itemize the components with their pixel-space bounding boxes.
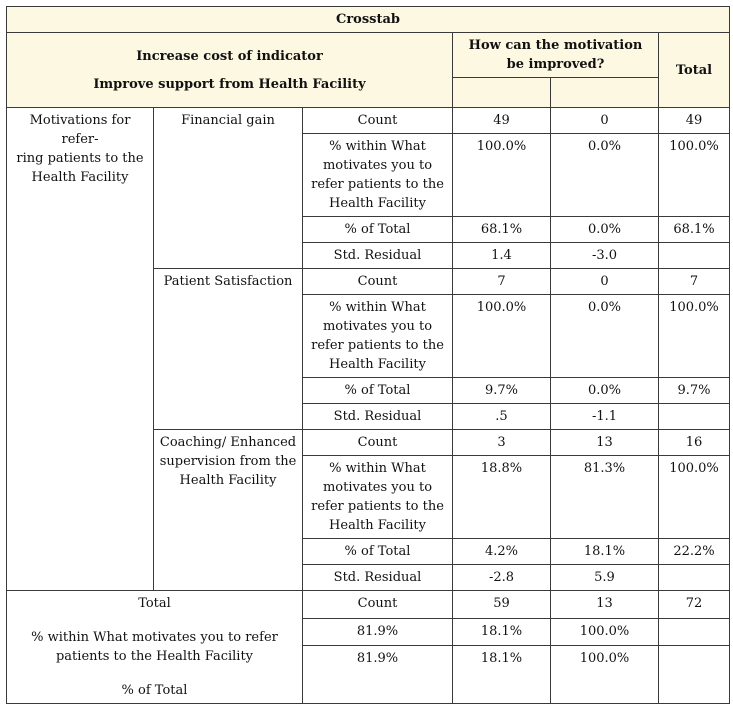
total-block-labels: Total % within What motivates you to refe… [6, 590, 303, 704]
cell-total: 100.0% [658, 294, 730, 378]
column-category-1-header [452, 77, 551, 108]
cell-category-1: 18.8% [452, 455, 551, 539]
cell-total: 68.1% [658, 216, 730, 243]
cell-total: 49 [658, 107, 730, 134]
cell-category-2: 0.0% [550, 133, 659, 217]
cell-total: 7 [658, 268, 730, 295]
table-row: % within What motivates you to refer pat… [7, 133, 730, 217]
cell-category-2: 5.9 [550, 564, 659, 591]
stat-label: Count [302, 268, 453, 295]
stat-label: % of Total [302, 377, 453, 404]
cell-category-1: 59 [452, 590, 551, 619]
cell-category-2: 0.0% [550, 294, 659, 378]
cell-category-2: 81.3% [550, 455, 659, 539]
row-group-label: Motivations for refer- ring patients to … [6, 107, 154, 591]
cell-category-2: 18.1% [550, 538, 659, 565]
stat-label: % within What motivates you to refer pat… [302, 294, 453, 378]
total-within-label: % within What motivates you to refer pat… [31, 630, 278, 664]
cell-category-1: 3 [452, 429, 551, 456]
cell-total: 9.7% [658, 377, 730, 404]
group-label: Patient Satisfaction [153, 268, 303, 430]
cell-category-1: 1.4 [452, 242, 551, 269]
total-cell-d [658, 645, 730, 704]
stat-label: Std. Residual [302, 564, 453, 591]
group-label: Financial gain [153, 107, 303, 269]
cell-total [658, 403, 730, 430]
cell-category-1: .5 [452, 403, 551, 430]
cell-category-2: 0 [550, 107, 659, 134]
cell-category-2: 13 [550, 429, 659, 456]
cell-category-2: -3.0 [550, 242, 659, 269]
cell-total [658, 564, 730, 591]
stat-label: % within What motivates you to refer pat… [302, 133, 453, 217]
total-cell-d [658, 617, 730, 647]
cell-category-2: 13 [550, 590, 659, 619]
table-title: Crosstab [6, 6, 730, 33]
cell-total [658, 242, 730, 269]
crosstab-table: Crosstab Increase cost of indicator Impr… [6, 6, 730, 704]
total-cell-c: 100.0% [550, 645, 659, 704]
cell-total: 100.0% [658, 455, 730, 539]
cell-category-1: 4.2% [452, 538, 551, 565]
stat-label: Count [302, 590, 453, 619]
total-cell-b: 18.1% [452, 617, 551, 647]
stat-label: Std. Residual [302, 242, 453, 269]
table-row: % of Total 4.2% 18.1% 22.2% [7, 538, 730, 565]
total-column-header: Total [658, 32, 730, 108]
column-category-2-header [550, 77, 659, 108]
total-cell-a: 81.9% [302, 617, 453, 647]
cell-category-2: -1.1 [550, 403, 659, 430]
cell-category-2: 0.0% [550, 377, 659, 404]
column-variable-header: How can the motivation be improved? [452, 32, 659, 78]
cell-category-1: 49 [452, 107, 551, 134]
table-row: Total % within What motivates you to refe… [6, 590, 730, 704]
row-variable-line1: Increase cost of indicator [136, 48, 323, 64]
total-of-total-label: % of Total [121, 683, 188, 698]
cell-total: 16 [658, 429, 730, 456]
stat-label: % within What motivates you to refer pat… [302, 455, 453, 539]
cell-category-1: -2.8 [452, 564, 551, 591]
table-row: 81.9% 18.1% 100.0% [7, 617, 730, 647]
table-row: Motivations for refer- ring patients to … [6, 107, 730, 591]
table-row: % of Total 9.7% 0.0% 9.7% [7, 377, 730, 404]
row-variable-header: Increase cost of indicator Improve suppo… [6, 32, 453, 108]
table-row: Std. Residual .5 -1.1 [7, 403, 730, 430]
cell-category-1: 7 [452, 268, 551, 295]
table-row: % of Total 68.1% 0.0% 68.1% [7, 216, 730, 243]
total-cell-b: 18.1% [452, 645, 551, 704]
cell-category-2: 0 [550, 268, 659, 295]
cell-category-2: 0.0% [550, 216, 659, 243]
cell-total: 100.0% [658, 133, 730, 217]
stat-label: Count [302, 107, 453, 134]
group-label: Coaching/ Enhanced supervision from the … [153, 429, 303, 591]
cell-total: 22.2% [658, 538, 730, 565]
table-row: Patient Satisfaction Count 7 0 7 [7, 268, 730, 430]
stat-label: % of Total [302, 538, 453, 565]
total-cell-c: 100.0% [550, 617, 659, 647]
row-variable-line2: Improve support from Health Facility [93, 76, 366, 92]
total-label: Total [138, 596, 171, 611]
total-cell-a: 81.9% [302, 645, 453, 704]
table-row: Std. Residual 1.4 -3.0 [7, 242, 730, 269]
cell-category-1: 100.0% [452, 133, 551, 217]
cell-category-1: 9.7% [452, 377, 551, 404]
stat-label: Count [302, 429, 453, 456]
stat-label: Std. Residual [302, 403, 453, 430]
cell-category-1: 100.0% [452, 294, 551, 378]
stat-label: % of Total [302, 216, 453, 243]
table-row: Std. Residual -2.8 5.9 [7, 564, 730, 591]
cell-total: 72 [658, 590, 730, 619]
cell-category-1: 68.1% [452, 216, 551, 243]
